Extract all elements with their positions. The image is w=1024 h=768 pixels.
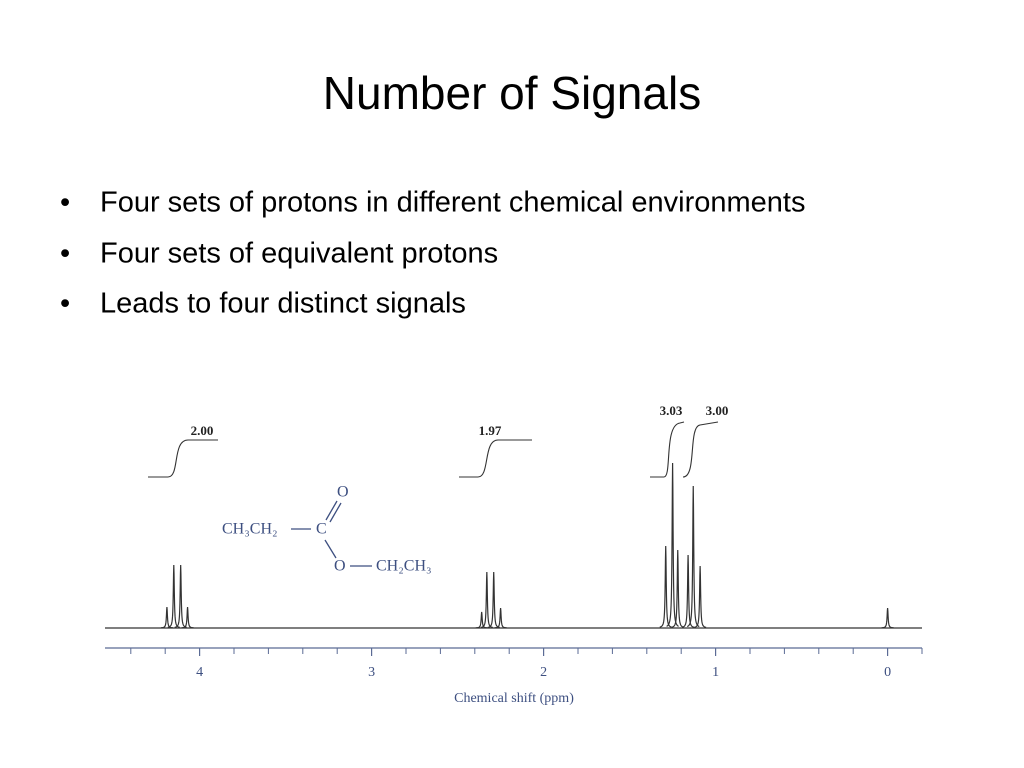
integral-label: 2.00: [191, 423, 214, 438]
peak: [160, 606, 173, 629]
peak: [475, 611, 488, 629]
peak: [666, 462, 679, 627]
molecule-atom: C: [316, 521, 327, 538]
peak: [181, 606, 194, 629]
molecule-group: CH₃CH₂: [222, 521, 278, 538]
peak: [174, 564, 187, 628]
x-tick-label: 3: [368, 665, 375, 680]
bullet-list: • Four sets of protons in different chem…: [60, 187, 805, 320]
x-tick-label: 4: [196, 665, 203, 680]
molecule-atom: O: [334, 558, 346, 575]
x-axis-label: Chemical shift (ppm): [454, 691, 574, 706]
peak: [494, 607, 507, 629]
bond: [325, 500, 338, 521]
peak: [167, 564, 180, 628]
integral-trace: [459, 439, 532, 478]
integral-trace: [682, 421, 719, 478]
x-tick-label: 0: [884, 665, 891, 680]
bond: [329, 502, 342, 523]
molecule-atom: O: [337, 484, 349, 501]
bullet: Leads to four distinct signals: [100, 288, 466, 320]
peak: [681, 554, 695, 628]
molecule: CH₃CH₂ C O O CH₂CH₃: [222, 484, 432, 575]
peak: [659, 545, 672, 628]
bullet-dot: •: [60, 187, 70, 219]
integral-trace: [650, 421, 685, 478]
integral-label: 1.97: [479, 423, 502, 438]
bullet-dot: •: [60, 288, 70, 320]
bullet: Four sets of equivalent protons: [100, 238, 498, 270]
bullet: Four sets of protons in different chemic…: [100, 187, 805, 219]
peak: [480, 571, 493, 629]
peak: [487, 571, 500, 629]
integral-label: 3.03: [660, 403, 683, 418]
slide-title: Number of Signals: [323, 67, 701, 119]
bond: [324, 539, 337, 559]
molecule-group: CH₂CH₃: [376, 558, 432, 575]
integral-trace: [148, 439, 218, 478]
bullet-dot: •: [60, 238, 70, 270]
peak: [881, 607, 894, 629]
integral-label: 3.00: [706, 403, 729, 418]
x-tick-label: 2: [540, 665, 547, 680]
peak: [693, 565, 707, 628]
x-tick-label: 1: [712, 665, 719, 680]
peak: [671, 549, 684, 628]
